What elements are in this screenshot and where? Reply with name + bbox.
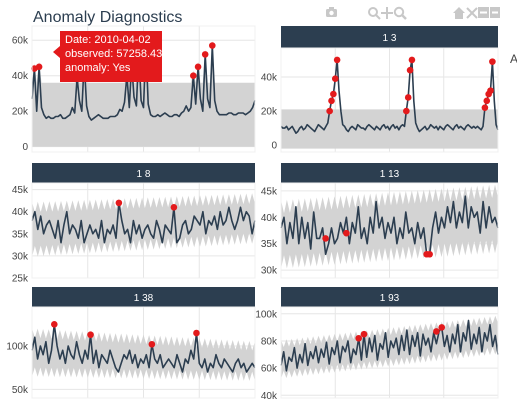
anomaly-point (403, 107, 410, 115)
y-tick-label: 35k (261, 239, 278, 250)
confidence-band (32, 328, 255, 381)
hover-tooltip: Date: 2010-04-02 observed: 57258.43 anom… (60, 31, 162, 82)
plot-frame (31, 25, 256, 153)
facet-panel: 1 8 25k 30k 35k 40k 45k (12, 163, 256, 285)
y-tick-label: 45k (261, 186, 278, 197)
y-tick-label: 60k (12, 36, 29, 47)
pan-icon[interactable] (381, 7, 393, 19)
page-title: Anomaly Diagnostics (33, 9, 183, 26)
anomaly-point (438, 324, 446, 331)
y-tick-label: 100k (6, 342, 29, 353)
observed-line (280, 59, 499, 134)
facet-panel: 1 93 40k 60k 80k 100k (255, 287, 499, 400)
anomaly-point (51, 321, 58, 328)
facet-panel: 1 13 30k 35k 40k 45k (261, 163, 499, 279)
anomaly-point (426, 250, 433, 258)
anomaly-point (194, 63, 202, 71)
y-tick-label: 60k (261, 364, 278, 375)
anomaly-point (201, 51, 209, 58)
observed-line (280, 195, 499, 256)
anomaly-point (343, 229, 350, 237)
legend-peek: A (510, 52, 517, 66)
y-tick-label: 0 (22, 142, 28, 153)
facet-header-label: 1 13 (380, 169, 400, 180)
anomaly-point (408, 56, 416, 64)
observed-line (280, 319, 499, 372)
y-tick-label: 80k (261, 336, 278, 347)
anomaly-point (487, 87, 494, 94)
autoscale-icon[interactable] (393, 6, 407, 20)
plot-frame (280, 306, 499, 399)
facet-header-label: 1 8 (137, 169, 151, 180)
anomaly-point (190, 72, 197, 79)
tooltip-observed: observed: 57258.43 (65, 48, 163, 60)
facet-header-label: 1 3 (383, 33, 397, 44)
y-tick-label: 25k (12, 274, 29, 285)
facet-panel: 1 38 50k 100k (6, 287, 256, 399)
y-tick-label: 20k (261, 107, 278, 118)
facet-header (281, 163, 498, 183)
y-tick-label: 40k (261, 213, 278, 224)
facet-header (32, 163, 255, 183)
anomaly-point (489, 58, 496, 65)
zoom-in-icon[interactable] (466, 7, 478, 19)
anomaly-point (208, 42, 216, 49)
anomaly-point (360, 330, 368, 338)
y-tick-label: 100k (255, 309, 278, 320)
anomaly-point (481, 104, 489, 111)
y-tick-label: 0 (271, 141, 277, 152)
tooltip-date: Date: 2010-04-02 (65, 34, 151, 46)
zoom-icon[interactable] (368, 7, 381, 20)
observed-line (31, 44, 256, 121)
anomaly-point (87, 331, 94, 339)
anomaly-point (406, 66, 414, 74)
y-tick-label: 30k (261, 266, 278, 277)
anomaly-point (355, 334, 362, 342)
y-tick-label: 40k (261, 72, 278, 83)
y-tick-label: 35k (12, 229, 29, 240)
y-tick-label: 20k (12, 107, 29, 118)
confidence-band (32, 193, 255, 257)
anomaly-point (328, 97, 335, 105)
modebar (326, 6, 500, 20)
home-icon[interactable] (453, 7, 465, 19)
plot-frame (280, 47, 499, 153)
observed-line (31, 202, 256, 244)
anomaly-point (326, 107, 333, 115)
y-tick-label: 40k (12, 71, 29, 82)
facet-header (32, 287, 255, 307)
y-tick-label: 45k (12, 185, 29, 196)
zoom-out-icon[interactable] (478, 7, 489, 18)
anomaly-point (115, 199, 123, 207)
anomaly-point (35, 63, 43, 71)
anomaly-point (193, 329, 200, 337)
plot-frame (31, 306, 256, 399)
plot-frame (31, 182, 256, 279)
y-tick-label: 30k (12, 251, 29, 262)
anomaly-point (148, 340, 156, 348)
y-tick-label: 40k (12, 207, 29, 218)
anomaly-point (331, 75, 339, 82)
y-tick-label: 40k (261, 391, 278, 400)
plot-frame (280, 182, 499, 279)
anomaly-point (322, 235, 329, 242)
facet-header-label: 1 93 (380, 293, 400, 304)
anomaly-point (333, 56, 341, 64)
anomaly-point (433, 328, 440, 335)
anomaly-point (483, 97, 491, 105)
facet-header (281, 287, 498, 307)
anomaly-point (170, 204, 178, 211)
facet-header (281, 26, 498, 48)
observed-line (31, 323, 256, 373)
facet-panel: 1 3 0 20k 40k (261, 26, 499, 153)
anomaly-point (404, 94, 412, 101)
camera-icon[interactable] (326, 7, 337, 17)
tooltip-arrow (53, 46, 60, 58)
reset-icon[interactable] (490, 7, 500, 18)
tooltip-anomaly: anomaly: Yes (65, 62, 131, 74)
facet-header-label: 1 38 (134, 293, 154, 304)
anomaly-point (330, 90, 337, 98)
y-tick-label: 50k (12, 385, 29, 396)
